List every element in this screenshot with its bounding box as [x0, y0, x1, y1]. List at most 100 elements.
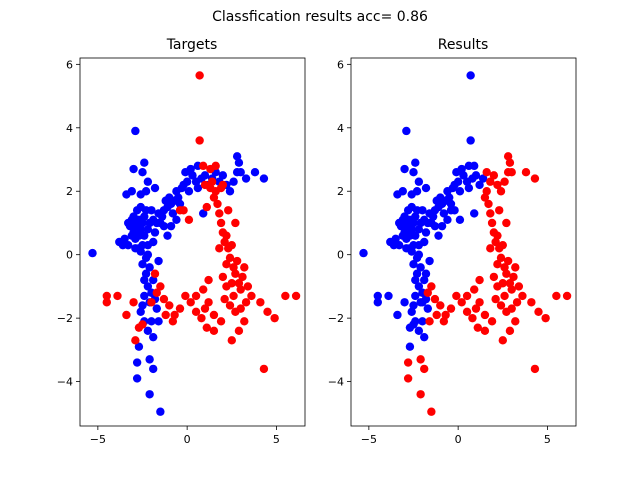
point-class1	[495, 206, 504, 215]
point-class1	[507, 304, 516, 313]
point-class1	[202, 202, 211, 212]
point-class1	[231, 269, 240, 278]
point-class1	[199, 161, 208, 171]
figure-suptitle: Classfication results acc= 0.86	[212, 9, 428, 25]
point-class1	[259, 364, 269, 374]
point-class0	[446, 199, 456, 209]
axes-title-targets: Targets	[166, 37, 218, 53]
point-class1	[236, 285, 245, 294]
point-class1	[227, 336, 236, 345]
point-class0	[147, 317, 156, 326]
point-class0	[124, 218, 133, 228]
point-class1	[507, 168, 516, 177]
point-class0	[140, 275, 149, 285]
point-class1	[234, 279, 244, 288]
point-class0	[409, 168, 418, 177]
point-class1	[191, 291, 201, 301]
point-class1	[209, 326, 219, 336]
point-class1	[218, 272, 228, 282]
point-class0	[234, 158, 244, 167]
x-tick-label: 0	[455, 433, 462, 446]
point-class0	[136, 307, 145, 316]
point-class1	[199, 285, 208, 294]
point-class0	[434, 231, 443, 240]
point-class0	[418, 206, 427, 215]
point-class0	[430, 221, 440, 231]
point-class1	[215, 244, 224, 253]
point-class1	[159, 294, 169, 304]
point-class0	[359, 248, 368, 258]
point-class0	[241, 174, 251, 183]
point-class0	[157, 212, 167, 221]
point-class1	[222, 260, 231, 269]
point-class1	[416, 355, 425, 364]
point-class1	[493, 231, 502, 240]
point-class0	[470, 209, 479, 218]
point-class0	[421, 228, 431, 237]
point-class1	[209, 310, 219, 320]
point-class0	[391, 234, 400, 244]
point-class0	[182, 177, 192, 186]
point-class1	[486, 177, 495, 186]
point-class0	[407, 225, 416, 234]
point-class1	[200, 304, 210, 313]
point-class0	[131, 244, 140, 253]
point-class0	[414, 282, 424, 291]
y-tick-label: −4	[57, 376, 73, 389]
point-class0	[136, 225, 145, 234]
point-class1	[227, 279, 236, 288]
point-class0	[405, 342, 415, 351]
point-class1	[281, 291, 290, 301]
point-class0	[140, 212, 149, 221]
point-class0	[421, 269, 431, 278]
axes-frame	[79, 57, 306, 427]
point-class1	[220, 237, 229, 247]
point-class1	[480, 193, 490, 202]
point-class1	[503, 152, 513, 161]
point-class0	[409, 218, 418, 228]
point-class0	[411, 158, 420, 167]
point-class1	[291, 291, 301, 301]
point-class0	[200, 171, 210, 180]
point-class0	[184, 187, 194, 196]
point-class1	[222, 231, 231, 240]
point-class1	[514, 282, 524, 291]
point-class0	[229, 177, 238, 186]
point-class1	[238, 272, 247, 282]
point-class1	[170, 310, 179, 320]
point-class0	[232, 152, 242, 161]
point-class1	[420, 364, 429, 374]
point-class1	[232, 256, 242, 266]
x-tick-label: 5	[544, 433, 551, 446]
point-class1	[423, 288, 432, 297]
point-class1	[202, 323, 211, 332]
point-class0	[421, 183, 431, 193]
point-class0	[423, 304, 432, 313]
point-class0	[145, 263, 154, 272]
point-class0	[402, 244, 411, 253]
point-class0	[149, 364, 158, 374]
point-class0	[218, 171, 228, 180]
point-class1	[229, 263, 238, 272]
point-class1	[534, 307, 543, 316]
point-class0	[420, 237, 429, 247]
point-class0	[398, 187, 407, 196]
point-class1	[416, 390, 425, 399]
point-class1	[482, 187, 491, 196]
point-class0	[143, 177, 153, 186]
point-class0	[188, 171, 197, 180]
point-class0	[145, 390, 154, 399]
point-class0	[132, 374, 142, 383]
point-class0	[411, 212, 420, 221]
point-class1	[225, 301, 235, 310]
point-class0	[412, 269, 422, 278]
point-class1	[486, 244, 495, 253]
point-class1	[518, 291, 527, 301]
point-class1	[480, 310, 490, 320]
point-class1	[215, 209, 224, 218]
axes-targets: Targets −5 0 5 −4 −2 0 2 4 6	[57, 37, 306, 446]
point-class1	[234, 326, 244, 336]
point-class1	[263, 307, 272, 316]
point-class0	[373, 298, 382, 307]
point-class1	[470, 285, 479, 294]
